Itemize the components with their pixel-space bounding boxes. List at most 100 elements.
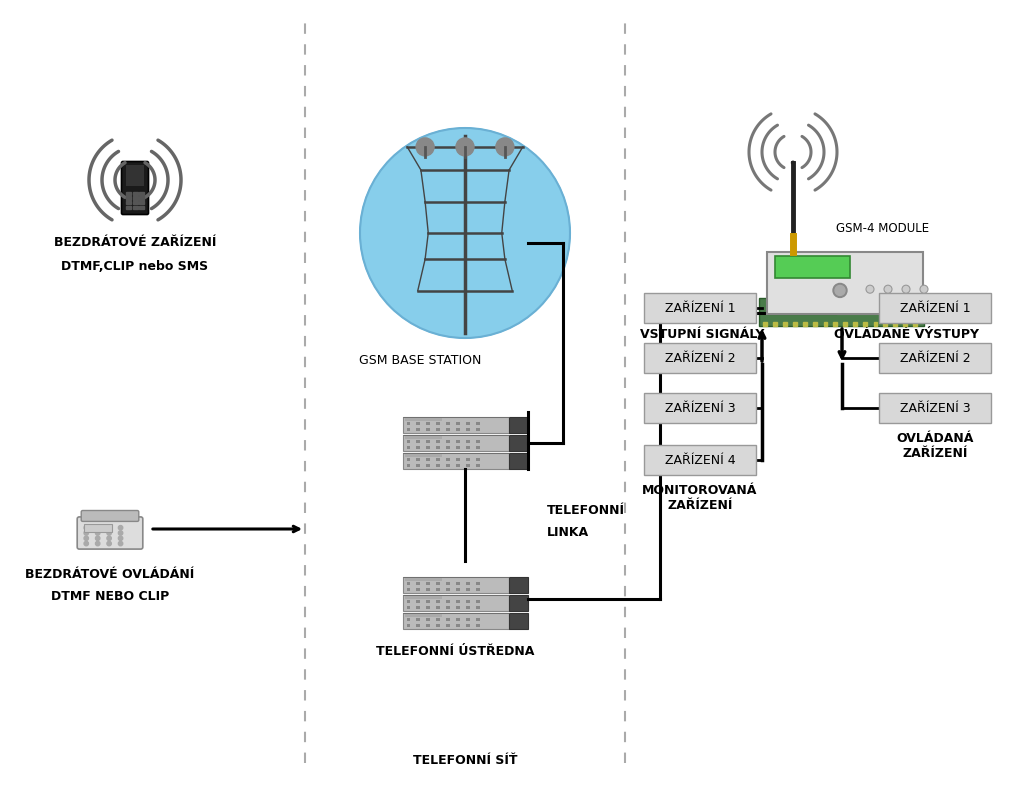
Bar [457,428,460,431]
Bar [407,606,410,609]
Bar [804,322,808,326]
Bar [126,196,131,199]
Text: TELEFONNÍ SÍŤ: TELEFONNÍ SÍŤ [413,753,517,767]
Bar [466,624,470,626]
Circle shape [84,526,88,530]
FancyBboxPatch shape [81,511,139,522]
FancyBboxPatch shape [402,595,509,611]
Bar [417,422,420,426]
Bar [457,459,460,461]
Bar [903,322,907,326]
FancyBboxPatch shape [760,298,925,326]
Bar [407,624,410,626]
Text: ZAŘÍZENÍ 1: ZAŘÍZENÍ 1 [900,302,971,314]
Circle shape [95,536,100,541]
Bar [844,322,848,326]
Bar [126,201,131,204]
Bar [417,606,420,609]
FancyBboxPatch shape [84,524,112,532]
Bar [476,582,479,585]
Bar [407,428,410,431]
FancyBboxPatch shape [402,453,509,469]
Bar [417,619,420,621]
Bar [813,322,817,326]
Bar [476,464,479,466]
Circle shape [106,531,112,535]
Bar [457,624,460,626]
Bar [446,459,450,461]
Bar [834,322,838,326]
Bar [466,582,470,585]
Circle shape [866,285,874,293]
Bar [476,624,479,626]
Bar [417,459,420,461]
Bar [446,440,450,443]
Bar [436,624,440,626]
FancyBboxPatch shape [879,293,991,323]
Bar [476,446,479,448]
Bar [446,619,450,621]
Bar [404,437,442,439]
Bar [436,422,440,426]
Text: DTMF,CLIP nebo SMS: DTMF,CLIP nebo SMS [61,259,209,273]
FancyBboxPatch shape [879,343,991,373]
Bar [873,322,878,326]
Bar [466,446,470,448]
Bar [446,464,450,466]
Bar [764,322,768,326]
Bar [446,624,450,626]
Bar [407,459,410,461]
Bar [139,201,144,204]
Bar [446,428,450,431]
Bar [457,588,460,591]
Bar [794,322,798,326]
FancyBboxPatch shape [644,445,756,475]
Bar [426,624,430,626]
Bar [404,578,442,581]
FancyBboxPatch shape [509,453,527,469]
Bar [132,201,137,204]
Text: ZAŘÍZENÍ 3: ZAŘÍZENÍ 3 [665,402,735,414]
Bar [426,582,430,585]
Circle shape [496,138,514,156]
Circle shape [835,285,845,296]
Circle shape [95,526,100,530]
Bar [426,428,430,431]
Bar [436,464,440,466]
Bar [476,422,479,426]
Bar [823,322,827,326]
FancyBboxPatch shape [402,613,509,630]
Bar [436,588,440,591]
Bar [466,606,470,609]
Bar [457,422,460,426]
Bar [404,418,442,421]
Bar [863,322,867,326]
Bar [476,600,479,604]
FancyBboxPatch shape [126,165,143,186]
Bar [457,606,460,609]
Bar [139,206,144,209]
Bar [407,464,410,466]
FancyBboxPatch shape [77,517,142,549]
Bar [466,422,470,426]
Circle shape [106,541,112,546]
Bar [783,322,787,326]
Text: GSM BASE STATION: GSM BASE STATION [358,354,481,366]
Bar [407,582,410,585]
Bar [466,428,470,431]
Bar [457,582,460,585]
FancyBboxPatch shape [644,393,756,423]
Bar [404,597,442,599]
Bar [436,619,440,621]
Bar [436,606,440,609]
Bar [404,615,442,617]
Circle shape [119,536,123,541]
Bar [426,422,430,426]
Bar [426,606,430,609]
Bar [426,459,430,461]
Bar [417,428,420,431]
Circle shape [833,284,847,297]
FancyBboxPatch shape [122,162,148,214]
Bar [436,428,440,431]
Text: OVLÁDANÁ
ZAŘÍZENÍ: OVLÁDANÁ ZAŘÍZENÍ [896,432,974,460]
